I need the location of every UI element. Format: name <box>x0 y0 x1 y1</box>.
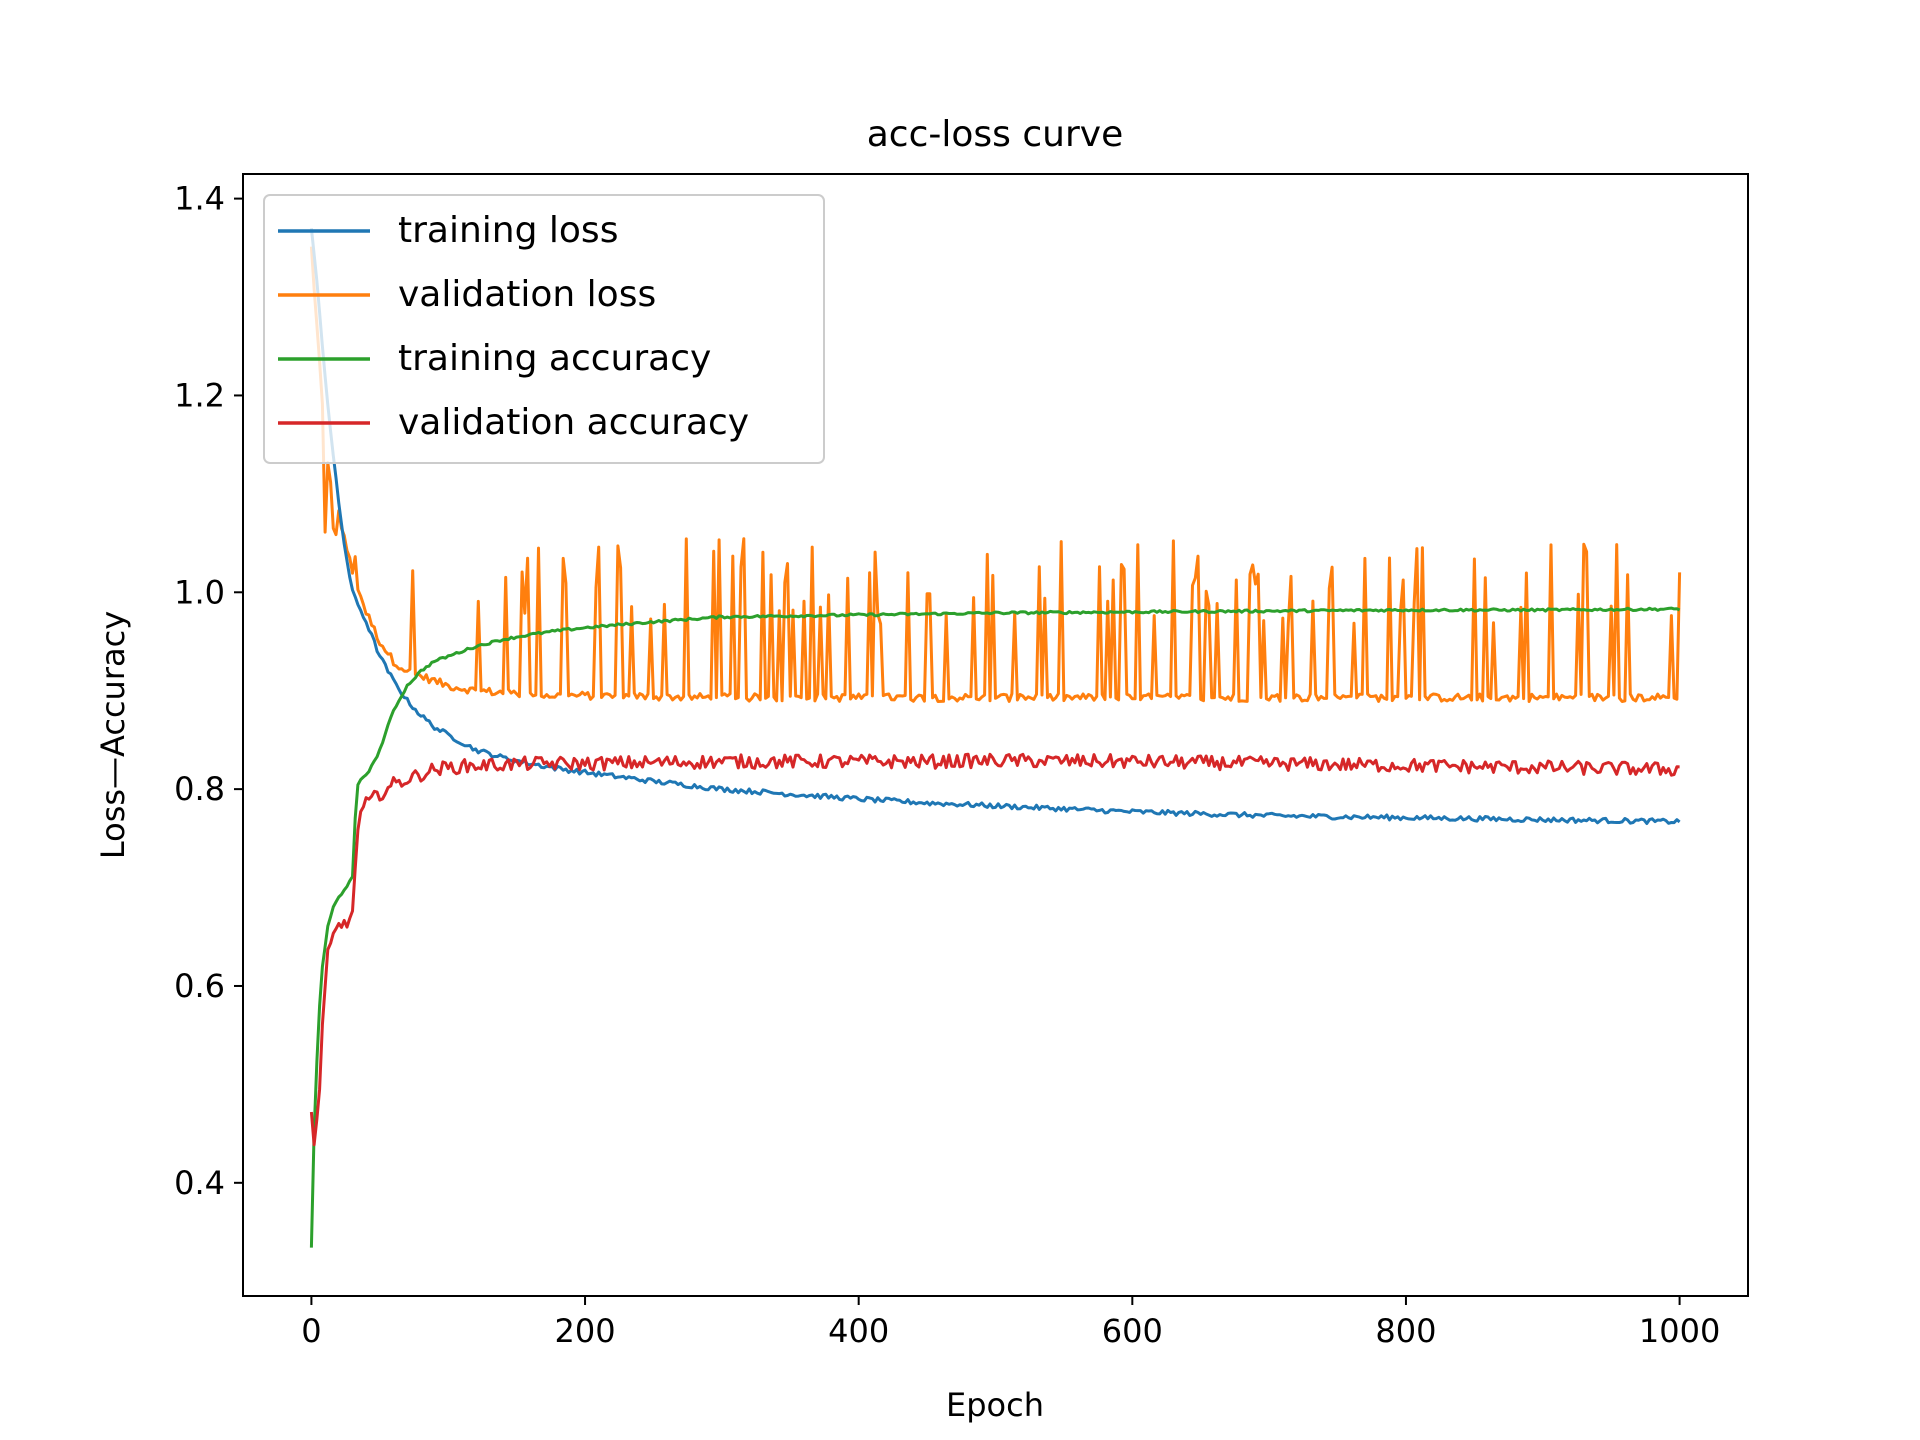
x-tick-label: 200 <box>555 1312 616 1350</box>
y-axis: 0.4 0.6 0.8 1.0 1.2 1.4 <box>174 180 243 1202</box>
x-axis-label: Epoch <box>946 1386 1044 1424</box>
legend-label: validation loss <box>398 274 656 315</box>
y-tick-label: 0.6 <box>174 967 225 1005</box>
series-line-validation-loss <box>309 246 1682 703</box>
legend-frame <box>263 194 825 464</box>
series-line-training-loss <box>309 228 1681 825</box>
y-tick-label: 1.4 <box>174 180 225 218</box>
series-layer <box>309 228 1682 1248</box>
y-tick-label: 1.2 <box>174 376 225 414</box>
x-tick-label: 400 <box>828 1312 889 1350</box>
legend-label: validation accuracy <box>398 402 749 443</box>
x-tick-label: 1000 <box>1639 1312 1720 1350</box>
legend-label: training accuracy <box>398 338 711 379</box>
series-line-training-accuracy <box>309 606 1681 1248</box>
x-tick-label: 800 <box>1375 1312 1436 1350</box>
y-tick-label: 0.8 <box>174 770 225 808</box>
y-axis-label: Loss—Accuracy <box>94 611 132 859</box>
y-tick-label: 0.4 <box>174 1164 225 1202</box>
x-tick-label: 600 <box>1102 1312 1163 1350</box>
y-tick-label: 1.0 <box>174 573 225 611</box>
plot-area-frame <box>242 173 1749 1297</box>
series-line-validation-accuracy <box>309 752 1680 1147</box>
x-tick-label: 0 <box>301 1312 321 1350</box>
x-axis: 0 200 400 600 800 1000 <box>301 1296 1720 1350</box>
legend-label: training loss <box>398 210 618 251</box>
chart-title: acc-loss curve <box>867 114 1123 155</box>
legend: training loss validation loss training acc… <box>263 194 825 464</box>
